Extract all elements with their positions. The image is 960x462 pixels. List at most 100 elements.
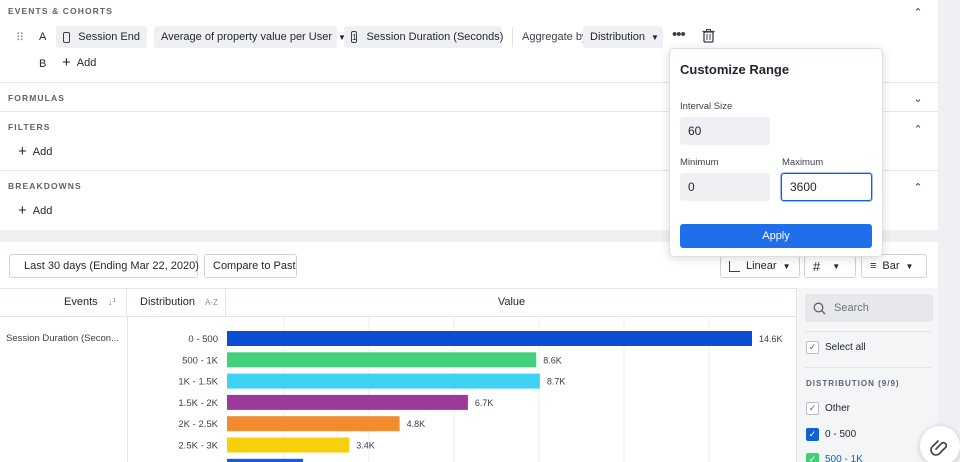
search-icon: [813, 302, 826, 314]
bar-partial[interactable]: [227, 458, 303, 462]
trash-icon[interactable]: [702, 29, 715, 46]
add-event-button[interactable]: + Add: [62, 54, 97, 71]
divider: [0, 111, 938, 112]
category-label: 1K - 1.5K: [178, 377, 218, 388]
divider: [0, 288, 796, 289]
row-b-letter: B: [39, 58, 47, 70]
events-column-header[interactable]: Events ↓¹: [0, 288, 127, 316]
expand-formulas-icon[interactable]: ⌄: [913, 92, 923, 105]
date-range-button[interactable]: Last 30 days (Ending Mar 22, 2020): [9, 254, 199, 278]
add-breakdown-label: Add: [32, 205, 53, 217]
property-name: Session Duration (Seconds): [366, 31, 504, 43]
scale-label: Linear: [746, 260, 777, 272]
add-filter-button[interactable]: + Add: [18, 143, 52, 160]
minimum-input[interactable]: 0: [680, 173, 770, 201]
compare-to-past-button[interactable]: Compare to Past: [204, 254, 297, 278]
apply-button[interactable]: Apply: [680, 224, 872, 248]
add-event-label: Add: [76, 57, 97, 69]
bar-3[interactable]: [227, 394, 468, 410]
breakdowns-section-title: BREAKDOWNS: [8, 181, 82, 191]
date-range-label: Last 30 days (Ending Mar 22, 2020): [24, 260, 199, 272]
divider: [805, 331, 931, 332]
customize-range-popup: Customize Range Interval Size 60 Minimum…: [669, 48, 883, 257]
minimum-label: Minimum: [680, 157, 719, 168]
property-index-badge: 1: [351, 31, 358, 43]
caret-down-icon: ▼: [338, 32, 346, 42]
caret-down-icon: ▼: [782, 261, 791, 271]
interval-size-input[interactable]: 60: [680, 117, 770, 145]
caret-down-icon: ▼: [832, 261, 841, 271]
add-breakdown-button[interactable]: + Add: [18, 202, 53, 219]
bar-0[interactable]: [227, 331, 752, 346]
divider-vertical: [512, 27, 513, 47]
aggregate-value: Distribution: [590, 31, 646, 43]
bar-2[interactable]: [227, 373, 540, 389]
series-item-0-500: 0 - 500: [825, 429, 857, 440]
measure-label: Average of property value per User: [161, 31, 332, 43]
bar-chart-icon: ≡: [870, 260, 877, 272]
series-item-other: Other: [825, 403, 851, 414]
collapse-filters-icon[interactable]: ⌃: [913, 123, 923, 136]
event-pill[interactable]: Session End: [56, 26, 147, 48]
divider: [0, 170, 938, 171]
plus-icon: +: [18, 143, 27, 160]
select-all-label: Select all: [825, 342, 866, 353]
popup-title: Customize Range: [680, 62, 790, 77]
column-divider: [127, 316, 128, 462]
bar-4[interactable]: [227, 416, 400, 432]
bar-1[interactable]: [227, 352, 537, 368]
category-label: 500 - 1K: [182, 355, 219, 366]
value-column-header: Value: [227, 288, 796, 316]
interval-size-label: Interval Size: [680, 101, 733, 112]
category-label: 1.5K - 2K: [178, 398, 218, 409]
collapse-breakdowns-icon[interactable]: ⌃: [913, 181, 923, 194]
distribution-header-label: Distribution: [140, 296, 196, 308]
events-header-label: Events: [64, 296, 98, 308]
distribution-sort-label[interactable]: A-Z: [205, 297, 218, 307]
event-row-name: Session Duration (Secon...: [6, 333, 120, 344]
more-options-icon[interactable]: •••: [672, 26, 686, 43]
plus-icon: +: [18, 202, 27, 219]
value-label: 4.8K: [407, 419, 426, 429]
formulas-section-title: FORMULAS: [8, 93, 65, 103]
aggregate-dropdown[interactable]: Distribution ▼: [583, 26, 663, 48]
distribution-bar-chart: 0 - 500 14.6K 500 - 1K 8.6K 1K - 1.5K 8.7K 1.5…: [178, 316, 783, 462]
caret-down-icon: ▼: [651, 32, 659, 42]
bar-5[interactable]: [227, 437, 350, 453]
distribution-group-title: DISTRIBUTION (9/9): [806, 379, 900, 388]
drag-handle-icon[interactable]: ⠿: [16, 32, 25, 44]
paperclip-icon: [930, 440, 948, 456]
category-label: 2.5K - 3K: [178, 441, 218, 452]
value-label: 8.7K: [547, 377, 566, 387]
value-label: 3.4K: [356, 441, 375, 451]
select-all-checkbox[interactable]: ✓: [806, 341, 819, 354]
other-checkbox[interactable]: ✓: [806, 402, 819, 415]
search-placeholder: Search: [834, 302, 869, 314]
divider: [805, 367, 931, 368]
chart-type-dropdown[interactable]: ≡ Bar ▼: [861, 254, 927, 278]
maximum-input[interactable]: 3600: [781, 173, 872, 201]
scale-dropdown[interactable]: Linear ▼: [720, 254, 800, 278]
divider: [0, 82, 938, 83]
series-search-box[interactable]: Search: [805, 294, 933, 322]
aggregate-by-label: Aggregate by: [522, 31, 588, 43]
collapse-events-icon[interactable]: ⌃: [913, 6, 923, 19]
plus-icon: +: [62, 54, 71, 71]
value-header-label: Value: [497, 296, 526, 308]
value-label: 6.7K: [475, 398, 494, 408]
measure-dropdown[interactable]: Average of property value per User ▼: [154, 26, 346, 48]
number-format-dropdown[interactable]: # ▼: [804, 254, 856, 278]
hash-icon: #: [813, 258, 821, 274]
series-500-1k-checkbox[interactable]: ✓: [806, 453, 819, 462]
sort-icon[interactable]: ↓¹: [107, 296, 116, 308]
value-label: 14.6K: [759, 334, 783, 344]
series-0-500-checkbox[interactable]: ✓: [806, 428, 819, 441]
floating-link-button[interactable]: [920, 426, 960, 462]
event-name: Session End: [78, 31, 140, 43]
category-label: 0 - 500: [188, 334, 218, 345]
maximum-label: Maximum: [782, 157, 824, 168]
distribution-column-header[interactable]: Distribution A-Z: [128, 288, 226, 316]
category-label: 2K - 2.5K: [178, 419, 218, 430]
property-pill[interactable]: 1 Session Duration (Seconds): [344, 26, 504, 48]
row-a-letter: A: [39, 31, 47, 43]
